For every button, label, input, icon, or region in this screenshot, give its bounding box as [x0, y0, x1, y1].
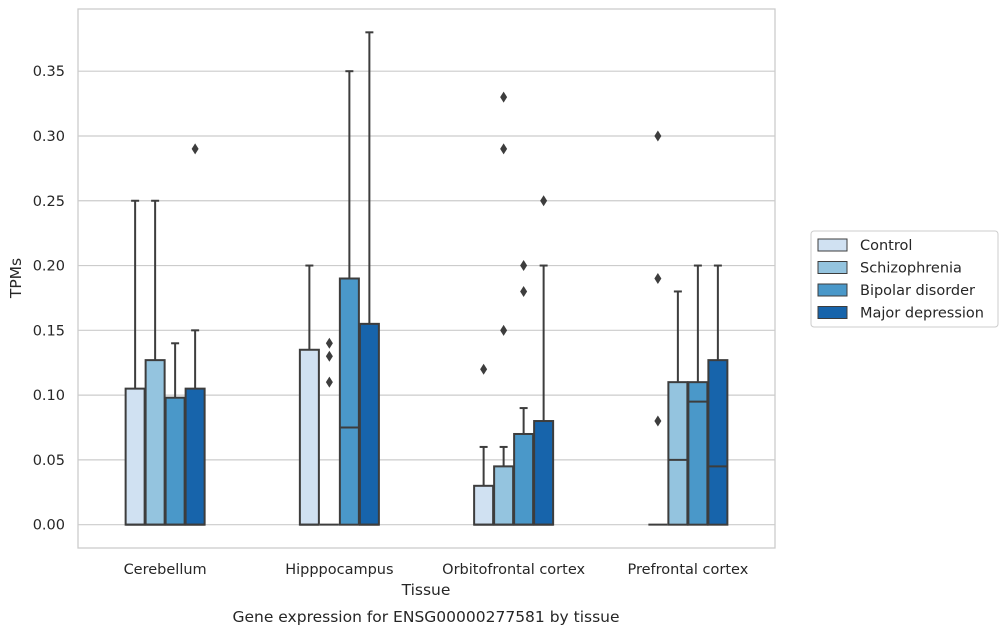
legend-label: Major depression — [860, 306, 984, 322]
box-bipolar-disorder — [164, 342, 186, 526]
box-control — [298, 264, 320, 526]
box-major-depression — [358, 31, 380, 526]
outlier-point — [325, 337, 333, 349]
legend-label: Control — [860, 238, 912, 254]
legend-frame — [810, 230, 999, 328]
legend-label: Bipolar disorder — [860, 283, 975, 299]
x-tick-label: Orbitofrontal cortex — [442, 562, 585, 578]
outlier-point — [500, 91, 508, 103]
box-body — [493, 465, 515, 526]
outlier-point — [654, 415, 662, 427]
outlier-point — [500, 143, 508, 155]
y-tick-label: 0.25 — [33, 194, 65, 210]
box-bipolar-disorder — [513, 260, 535, 526]
outlier-point — [325, 350, 333, 362]
y-tick-label: 0.05 — [33, 453, 65, 469]
box-body — [513, 432, 535, 526]
outlier-point — [191, 143, 199, 155]
outlier-point — [480, 363, 488, 375]
outlier-point — [500, 324, 508, 336]
box-major-depression — [707, 264, 729, 526]
y-tick-labels: 0.00 0.05 0.10 0.15 0.20 0.25 0.30 0.35 — [33, 64, 65, 533]
boxes — [124, 31, 729, 526]
box-body — [707, 359, 729, 526]
y-axis-title: TPMs — [7, 258, 25, 299]
box-major-depression — [533, 195, 555, 526]
legend-swatch — [817, 238, 848, 252]
box-body — [298, 348, 320, 526]
box-major-depression — [184, 143, 206, 526]
box-schizophrenia — [493, 91, 515, 526]
box-control — [648, 130, 668, 526]
y-tick-label: 0.20 — [33, 259, 65, 275]
box-body — [124, 387, 146, 526]
y-tick-label: 0.35 — [33, 64, 65, 80]
outlier-point — [540, 195, 548, 207]
plot-area-frame — [77, 8, 776, 549]
legend-swatch — [817, 306, 848, 319]
box-schizophrenia — [667, 290, 689, 526]
box-control — [124, 199, 146, 526]
y-tick-label: 0.15 — [33, 323, 65, 339]
outlier-point — [654, 273, 662, 284]
box-bipolar-disorder — [687, 264, 709, 526]
y-tick-label: 0.00 — [33, 518, 65, 534]
box-body — [687, 381, 709, 526]
outlier-point — [325, 376, 333, 388]
x-axis-title: Tissue — [401, 581, 451, 599]
x-tick-label: Prefrontal cortex — [627, 562, 748, 578]
box-body — [164, 396, 186, 526]
box-body — [473, 484, 495, 526]
box-body — [184, 387, 206, 526]
box-schizophrenia — [144, 199, 166, 526]
x-tick-label: Cerebellum — [124, 562, 207, 578]
box-body — [144, 359, 166, 526]
box-control — [473, 363, 495, 526]
outlier-point — [520, 260, 528, 272]
x-tick-label: Hipppocampus — [285, 562, 393, 578]
x-tick-labels: Cerebellum Hipppocampus Orbitofrontal cort… — [124, 562, 749, 578]
outlier-point — [520, 285, 528, 297]
box-body — [667, 381, 689, 526]
y-tick-label: 0.10 — [33, 388, 65, 404]
legend-swatch — [817, 261, 848, 274]
legend-label: Schizophrenia — [860, 261, 962, 277]
box-body — [338, 277, 360, 526]
chart-caption: Gene expression for ENSG00000277581 by t… — [232, 608, 619, 626]
box-body — [533, 420, 555, 526]
legend-swatch — [817, 283, 848, 297]
legend: Control Schizophrenia Bipolar disorder Majo… — [810, 230, 999, 328]
box-body — [358, 322, 380, 526]
y-tick-label: 0.30 — [33, 129, 65, 145]
box-bipolar-disorder — [338, 70, 360, 526]
outlier-point — [654, 130, 662, 142]
box-schizophrenia — [319, 337, 339, 526]
